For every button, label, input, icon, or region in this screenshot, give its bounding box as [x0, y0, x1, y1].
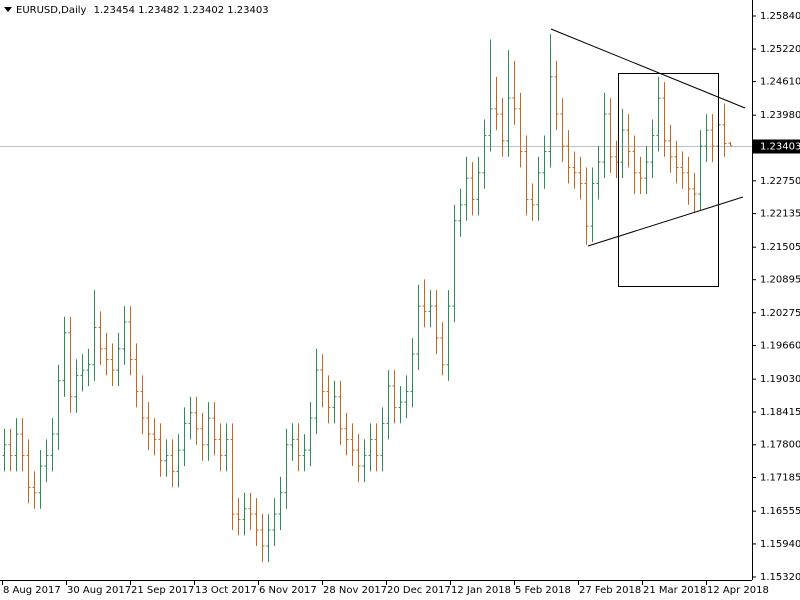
- y-tick-label: 1.20275: [760, 308, 800, 319]
- symbol: EURUSD,Daily: [16, 5, 87, 16]
- y-tick-label: 1.19660: [760, 341, 800, 352]
- y-tick-label: 1.19030: [760, 374, 800, 385]
- y-tick-label: 1.15320: [760, 572, 800, 583]
- last-close: 1.23403: [227, 5, 268, 16]
- x-tick-label: 21 Sep 2017: [131, 585, 194, 596]
- x-tick-label: 12 Jan 2018: [451, 585, 511, 596]
- chart-header: EURUSD,Daily 1.23454 1.23482 1.23402 1.2…: [16, 5, 269, 16]
- x-tick-label: 6 Nov 2017: [259, 585, 317, 596]
- trend-line: [587, 196, 744, 247]
- x-tick-label: 5 Feb 2018: [515, 585, 571, 596]
- bars: [2, 34, 733, 563]
- x-tick-label: 12 Apr 2018: [707, 585, 769, 596]
- y-tick-label: 1.25840: [760, 11, 800, 22]
- y-tick-label: 1.24610: [760, 77, 800, 88]
- y-tick-label: 1.22750: [760, 176, 800, 187]
- last-price-box: [753, 139, 800, 154]
- rectangle-object: [618, 73, 719, 287]
- last-low: 1.23402: [183, 5, 224, 16]
- x-tick-label: 20 Dec 2017: [387, 585, 451, 596]
- x-tick-label: 8 Aug 2017: [3, 585, 61, 596]
- y-tick-label: 1.16555: [760, 506, 800, 517]
- y-tick-label: 1.17185: [760, 473, 800, 484]
- trend-line: [550, 28, 746, 109]
- y-tick-label: 1.21505: [760, 242, 800, 253]
- menu-arrow[interactable]: [4, 7, 12, 12]
- x-tick-label: 30 Aug 2017: [67, 585, 131, 596]
- last-price-label: 1.23403: [760, 142, 800, 153]
- y-tick-label: 1.15940: [760, 539, 800, 550]
- y-tick-label: 1.23980: [760, 110, 800, 121]
- y-tick-label: 1.20895: [760, 275, 800, 286]
- x-tick-label: 27 Feb 2018: [579, 585, 641, 596]
- last-open: 1.23454: [94, 5, 135, 16]
- x-tick-label: 13 Oct 2017: [195, 585, 257, 596]
- y-tick-label: 1.22135: [760, 209, 800, 220]
- last-high: 1.23482: [138, 5, 179, 16]
- y-tick-label: 1.18415: [760, 407, 800, 418]
- y-tick-label: 1.25220: [760, 44, 800, 55]
- y-tick-label: 1.17800: [760, 440, 800, 451]
- x-tick-label: 21 Mar 2018: [643, 585, 706, 596]
- x-tick-label: 28 Nov 2017: [323, 585, 387, 596]
